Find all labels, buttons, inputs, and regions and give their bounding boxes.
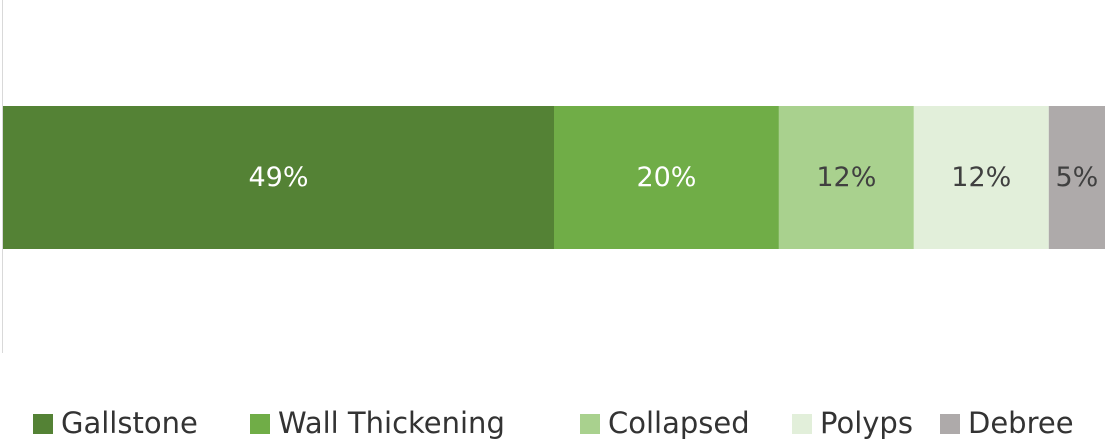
legend-swatch-collapsed [580,414,600,434]
data-label-polyps: 12% [951,162,1011,193]
legend-swatch-debree [940,414,960,434]
data-label-wall-thickening: 20% [636,162,696,193]
legend-label-gallstone: Gallstone [61,406,198,440]
bar-group [3,106,1105,249]
legend-label-collapsed: Collapsed [608,406,750,440]
legend-label-debree: Debree [968,406,1074,440]
data-label-debree: 5% [1055,162,1098,193]
legend-swatch-polyps [792,414,812,434]
legend-label-polyps: Polyps [820,406,913,440]
legend-item-debree: Debree [940,406,1074,440]
data-label-collapsed: 12% [816,162,876,193]
legend-swatch-wall-thickening [250,414,270,434]
data-label-group: 49% 20% 12% 12% 5% [248,162,1098,193]
bar-segment-debree [1048,106,1105,249]
legend-label-wall-thickening: Wall Thickening [278,406,505,440]
bar-segment-polyps [913,106,1049,249]
bar-segment-wall-thickening [554,106,779,249]
legend-item-gallstone: Gallstone [33,406,198,440]
legend-item-polyps: Polyps [792,406,913,440]
legend-item-wall-thickening: Wall Thickening [250,406,505,440]
bar-segment-collapsed [778,106,914,249]
bar-segment-gallstone [3,106,554,249]
legend-item-collapsed: Collapsed [580,406,750,440]
legend-swatch-gallstone [33,414,53,434]
data-label-gallstone: 49% [248,162,308,193]
legend: Gallstone Wall Thickening Collapsed Polyps D… [33,406,1074,440]
